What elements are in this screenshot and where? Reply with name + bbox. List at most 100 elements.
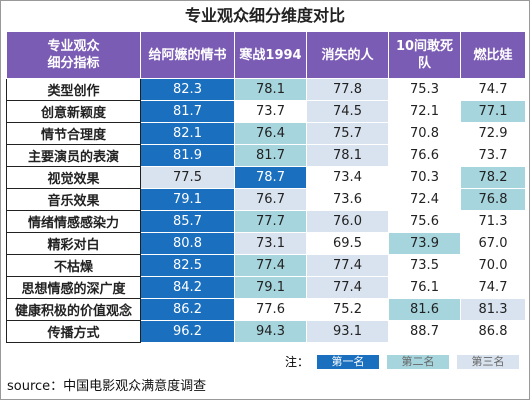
title: 专业观众细分维度对比 <box>184 6 345 25</box>
value-cell: 78.7 <box>234 166 307 189</box>
row-label: 视觉效果 <box>6 166 141 189</box>
row-label: 思想情感的深广度 <box>6 276 141 299</box>
legend-note: 注： <box>284 355 309 369</box>
value-cell: 79.1 <box>234 276 307 299</box>
value-cell: 70.8 <box>388 122 461 145</box>
value-cell: 77.5 <box>140 166 235 189</box>
table-row: 视觉效果 77.5 78.7 73.4 70.3 78.2 <box>6 166 526 189</box>
value-cell: 70.3 <box>388 166 461 189</box>
value-cell: 81.7 <box>140 100 235 123</box>
value-cell: 67.0 <box>460 232 526 255</box>
row-label: 类型创作 <box>6 78 141 101</box>
row-label: 传播方式 <box>6 320 141 343</box>
value-cell: 77.4 <box>234 254 307 277</box>
value-cell: 76.0 <box>306 210 389 233</box>
value-cell: 80.8 <box>140 232 235 255</box>
header-cell: 寒战1994 <box>234 31 307 79</box>
value-cell: 96.2 <box>140 320 235 343</box>
value-cell: 94.3 <box>234 320 307 343</box>
value-cell: 88.7 <box>388 320 461 343</box>
row-label: 健康积极的价值观念 <box>6 298 141 321</box>
value-cell: 73.5 <box>388 254 461 277</box>
table-row: 传播方式 96.2 94.3 93.1 88.7 86.8 <box>6 320 526 343</box>
value-cell: 75.3 <box>388 78 461 101</box>
value-cell: 72.9 <box>460 122 526 145</box>
value-cell: 81.3 <box>460 298 526 321</box>
row-label: 情节合理度 <box>6 122 141 145</box>
row-label: 精彩对白 <box>6 232 141 255</box>
legend-item: 第一名 <box>317 354 379 369</box>
value-cell: 73.7 <box>460 144 526 167</box>
row-label: 不枯燥 <box>6 254 141 277</box>
value-cell: 75.2 <box>306 298 389 321</box>
table-row: 情绪情感感染力 85.7 77.7 76.0 75.6 71.3 <box>6 210 526 233</box>
legend-item: 第二名 <box>387 354 449 369</box>
value-cell: 72.1 <box>388 100 461 123</box>
value-cell: 75.7 <box>306 122 389 145</box>
header-cell: 专业观众 细分指标 <box>6 31 141 79</box>
header-row: 专业观众 细分指标 给阿嬷的情书 寒战1994 消失的人 10间敢死队 燃比娃 <box>6 31 526 79</box>
value-cell: 77.4 <box>306 276 389 299</box>
value-cell: 93.1 <box>306 320 389 343</box>
value-cell: 78.2 <box>460 166 526 189</box>
row-label: 主要演员的表演 <box>6 144 141 167</box>
table-row: 类型创作 82.3 78.1 77.8 75.3 74.7 <box>6 78 526 101</box>
source: source：中国电影观众满意度调查 <box>7 379 207 394</box>
table-row: 情节合理度 82.1 76.4 75.7 70.8 72.9 <box>6 122 526 145</box>
value-cell: 74.7 <box>460 78 526 101</box>
header-cell: 给阿嬷的情书 <box>140 31 235 79</box>
legend-item: 第三名 <box>457 354 519 369</box>
value-cell: 74.7 <box>460 276 526 299</box>
value-cell: 77.6 <box>234 298 307 321</box>
value-cell: 81.9 <box>140 144 235 167</box>
value-cell: 77.4 <box>306 254 389 277</box>
header-cell: 消失的人 <box>306 31 389 79</box>
row-label: 创意新颖度 <box>6 100 141 123</box>
value-cell: 82.1 <box>140 122 235 145</box>
value-cell: 79.1 <box>140 188 235 211</box>
table-row: 精彩对白 80.8 73.1 69.5 73.9 67.0 <box>6 232 526 255</box>
value-cell: 78.1 <box>306 144 389 167</box>
value-cell: 74.5 <box>306 100 389 123</box>
value-cell: 77.7 <box>234 210 307 233</box>
value-cell: 73.7 <box>234 100 307 123</box>
value-cell: 72.4 <box>388 188 461 211</box>
value-cell: 76.8 <box>460 188 526 211</box>
table-row: 主要演员的表演 81.9 81.7 78.1 76.6 73.7 <box>6 144 526 167</box>
header-cell: 燃比娃 <box>460 31 526 79</box>
header-cell: 10间敢死队 <box>388 31 461 79</box>
value-cell: 73.6 <box>306 188 389 211</box>
table-row: 健康积极的价值观念 86.2 77.6 75.2 81.6 81.3 <box>6 298 526 321</box>
value-cell: 70.0 <box>460 254 526 277</box>
value-cell: 73.9 <box>388 232 461 255</box>
value-cell: 76.1 <box>388 276 461 299</box>
value-cell: 84.2 <box>140 276 235 299</box>
table-body: 类型创作 82.3 78.1 77.8 75.3 74.7 创意新颖度 81.7 73.7 74.… <box>6 78 526 343</box>
table-row: 思想情感的深广度 84.2 79.1 77.4 76.1 74.7 <box>6 276 526 299</box>
value-cell: 86.2 <box>140 298 235 321</box>
value-cell: 69.5 <box>306 232 389 255</box>
value-cell: 73.4 <box>306 166 389 189</box>
value-cell: 82.5 <box>140 254 235 277</box>
value-cell: 77.8 <box>306 78 389 101</box>
table-row: 不枯燥 82.5 77.4 77.4 73.5 70.0 <box>6 254 526 277</box>
value-cell: 78.1 <box>234 78 307 101</box>
legend: 注： 第一名 第二名 第三名 <box>285 353 519 370</box>
value-cell: 73.1 <box>234 232 307 255</box>
value-cell: 86.8 <box>460 320 526 343</box>
value-cell: 75.6 <box>388 210 461 233</box>
table: 专业观众 细分指标 给阿嬷的情书 寒战1994 消失的人 10间敢死队 燃比娃 类型创作 8… <box>6 31 526 343</box>
table-row: 音乐效果 79.1 76.7 73.6 72.4 76.8 <box>6 188 526 211</box>
value-cell: 85.7 <box>140 210 235 233</box>
value-cell: 82.3 <box>140 78 235 101</box>
value-cell: 76.6 <box>388 144 461 167</box>
value-cell: 77.1 <box>460 100 526 123</box>
value-cell: 81.7 <box>234 144 307 167</box>
row-label: 音乐效果 <box>6 188 141 211</box>
value-cell: 71.3 <box>460 210 526 233</box>
table-row: 创意新颖度 81.7 73.7 74.5 72.1 77.1 <box>6 100 526 123</box>
value-cell: 76.4 <box>234 122 307 145</box>
value-cell: 81.6 <box>388 298 461 321</box>
value-cell: 76.7 <box>234 188 307 211</box>
